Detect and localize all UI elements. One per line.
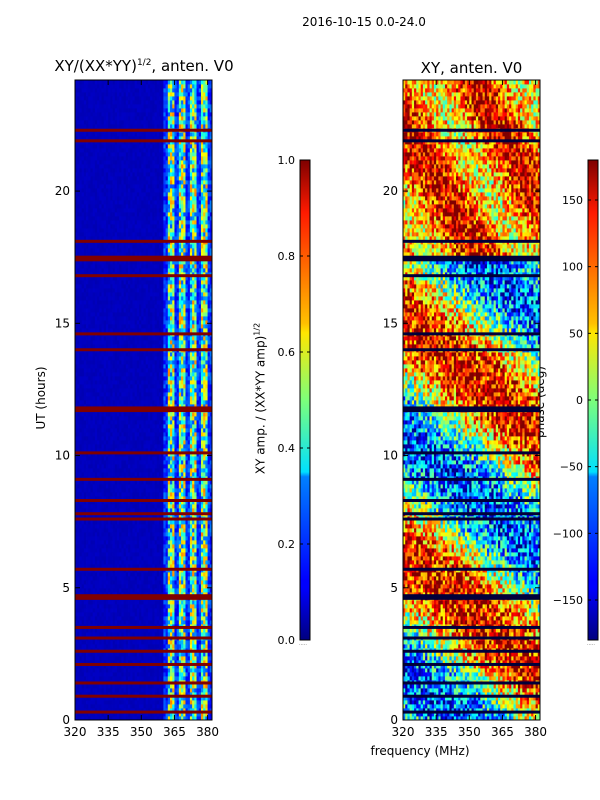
flagged-row — [75, 451, 212, 455]
flagged-row — [75, 710, 212, 714]
flagged-row — [75, 517, 212, 521]
y-tick-label: 5 — [62, 581, 70, 595]
x-tick-label: 365 — [163, 725, 186, 739]
flagged-row — [75, 499, 212, 502]
flagged-row — [403, 451, 540, 455]
colorbar-tick-label: 1.0 — [278, 154, 296, 167]
x-axis-label: frequency (MHz) — [340, 744, 500, 758]
flagged-row — [75, 128, 212, 132]
flagged-row — [75, 274, 212, 278]
x-tick-label: 350 — [458, 725, 481, 739]
y-tick-label: 15 — [383, 316, 398, 330]
colorbar-tick-label: 0 — [576, 394, 583, 407]
flagged-row — [75, 594, 212, 598]
heatmap2-frame — [402, 79, 541, 721]
x-tick-label: 380 — [524, 725, 547, 739]
flagged-row — [75, 139, 212, 143]
panel2-title: XY, anten. V0 — [403, 59, 540, 77]
flagged-row — [403, 596, 540, 600]
y-tick-label: 0 — [62, 713, 70, 727]
colorbar1: 0.0 0.2 0.4 0.6 0.8 1.0 — [278, 154, 311, 647]
heatmap1: 320 335 350 365 380 0 5 10 15 20 — [55, 79, 219, 739]
flagged-row — [75, 255, 212, 259]
x-tick-label: 320 — [392, 725, 415, 739]
flagged-row — [403, 477, 540, 481]
y-tick-label: 0 — [390, 713, 398, 727]
x-tick-label: 320 — [64, 725, 87, 739]
flagged-row — [403, 406, 540, 410]
colorbar-tick-label: 100 — [562, 261, 583, 274]
flagged-row — [403, 594, 540, 598]
flagged-row — [403, 258, 540, 262]
flagged-row — [75, 348, 212, 352]
x-tick-label: 350 — [130, 725, 153, 739]
colorbar-tick-label: −150 — [553, 594, 583, 607]
heatmap2: 320 335 350 365 380 0 5 10 15 20 — [383, 79, 547, 739]
colorbar-tick-label: −100 — [553, 527, 583, 540]
colorbar-tick-label: 0.2 — [278, 538, 296, 551]
flagged-row — [403, 694, 540, 698]
flagged-row — [403, 681, 540, 685]
colorbar1-dots: ..... — [299, 641, 307, 647]
flagged-row — [403, 517, 540, 521]
flagged-row — [75, 477, 212, 481]
figure-suptitle: 2016-10-15 0.0-24.0 — [0, 15, 600, 29]
flagged-row — [403, 274, 540, 278]
y-tick-label: 5 — [390, 581, 398, 595]
x-tick-label: 335 — [97, 725, 120, 739]
flagged-row — [75, 596, 212, 600]
flagged-row — [403, 499, 540, 502]
flagged-row — [75, 239, 212, 243]
x-tick-label: 335 — [425, 725, 448, 739]
flagged-row — [75, 567, 212, 571]
colorbar2: −150 −100 −50 0 50 100 150 — [553, 159, 599, 641]
flagged-row — [403, 332, 540, 336]
colorbar-tick-label: −50 — [560, 461, 583, 474]
flagged-row — [75, 512, 212, 516]
flagged-row — [403, 409, 540, 413]
colorbar-tick-label: 0.6 — [278, 346, 296, 359]
flagged-row — [403, 662, 540, 666]
x-tick-label: 365 — [491, 725, 514, 739]
flagged-row — [403, 139, 540, 143]
colorbar1-gradient — [299, 159, 311, 641]
flagged-row — [75, 636, 212, 640]
y-tick-label: 20 — [55, 184, 70, 198]
panel1-title: XY/(XX*YY)1/2, anten. V0 — [44, 57, 244, 75]
flagged-row — [403, 649, 540, 653]
flagged-row — [75, 332, 212, 336]
flagged-row — [403, 255, 540, 259]
colorbar-tick-label: 0.8 — [278, 250, 296, 263]
flagged-row — [75, 406, 212, 410]
flagged-row — [403, 128, 540, 132]
colorbar-tick-label: 150 — [562, 194, 583, 207]
flagged-row — [75, 409, 212, 413]
colorbar2-dots: ..... — [587, 641, 595, 647]
y-tick-label: 20 — [383, 184, 398, 198]
flagged-row — [75, 649, 212, 653]
flagged-row — [403, 239, 540, 243]
flagged-row — [75, 625, 212, 629]
flagged-row — [75, 662, 212, 666]
flagged-row — [403, 567, 540, 571]
flagged-row — [403, 710, 540, 714]
flagged-row — [75, 681, 212, 685]
flagged-row — [75, 258, 212, 262]
colorbar-tick-label: 0.4 — [278, 442, 296, 455]
y-tick-label: 10 — [383, 449, 398, 463]
colorbar-tick-label: 50 — [569, 327, 583, 340]
y-tick-label: 10 — [55, 449, 70, 463]
x-tick-label: 380 — [196, 725, 219, 739]
heatmap1-frame — [74, 79, 213, 721]
y-tick-label: 15 — [55, 316, 70, 330]
flagged-row — [75, 694, 212, 698]
flagged-row — [403, 625, 540, 629]
flagged-row — [403, 636, 540, 640]
colorbar-tick-label: 0.0 — [278, 634, 296, 647]
flagged-row — [403, 512, 540, 516]
flagged-row — [403, 348, 540, 352]
